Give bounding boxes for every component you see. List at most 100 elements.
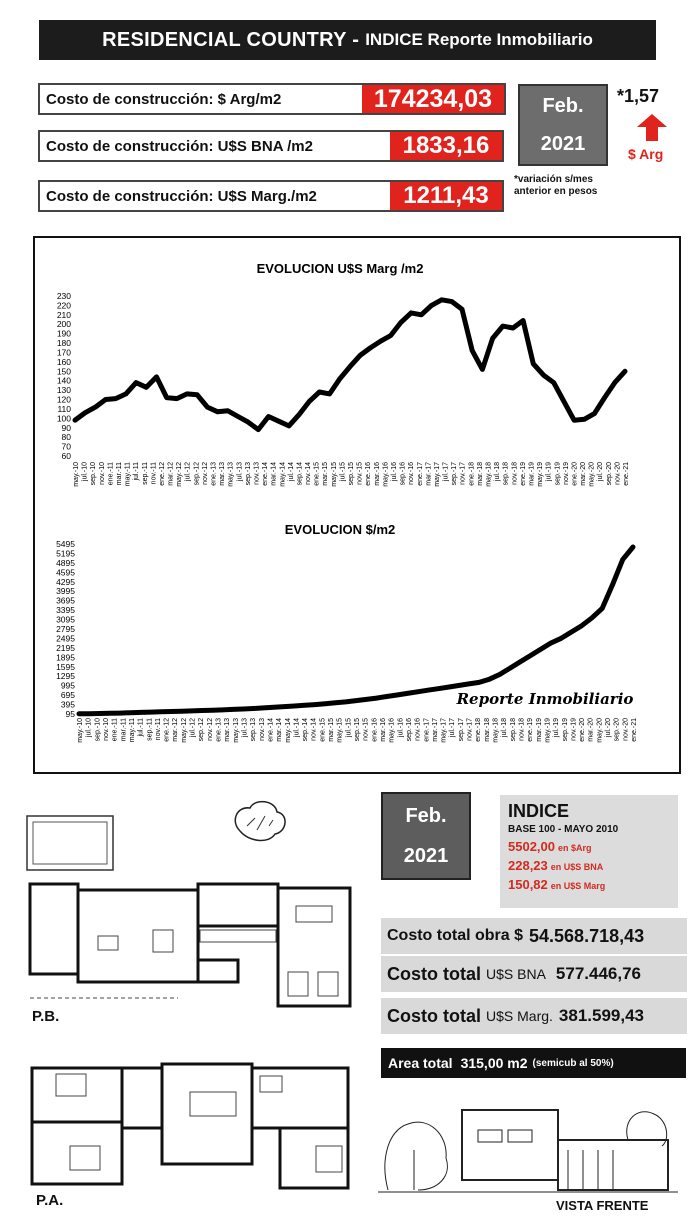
area-note: (semicub al 50%) xyxy=(532,1057,614,1069)
x-tick-label: sep.-19 xyxy=(562,718,569,741)
total-cost-marg: Costo total U$S Marg. 381.599,43 xyxy=(381,998,687,1034)
x-tick-label: ene.-12 xyxy=(159,462,166,486)
x-tick-label: nov.-13 xyxy=(259,718,266,741)
x-tick-label: ene.-16 xyxy=(371,718,378,742)
x-tick-label: may.-10 xyxy=(73,462,80,487)
x-tick-label: sep.-11 xyxy=(146,718,153,741)
x-tick-label: sep.-14 xyxy=(302,718,309,741)
x-tick-label: ene.-18 xyxy=(475,718,482,742)
x-tick-label: nov.-18 xyxy=(511,462,518,485)
page-subtitle: INDICE Reporte Inmobiliario xyxy=(365,30,593,49)
x-tick-label: nov.-17 xyxy=(460,462,467,485)
ground-floor-plan xyxy=(28,882,352,1008)
chart-title: EVOLUCION $/m2 xyxy=(285,522,396,537)
x-tick-label: may.-15 xyxy=(337,718,344,743)
y-tick-label: 120 xyxy=(57,395,71,405)
x-tick-label: mar.-15 xyxy=(322,462,329,486)
x-tick-label: ene.-14 xyxy=(267,718,274,742)
x-tick-label: nov.-18 xyxy=(518,718,525,741)
cost-label: Costo de construcción: U$S BNA /m2 xyxy=(46,137,313,155)
x-tick-label: sep.-15 xyxy=(354,718,361,741)
x-tick-label: may.-11 xyxy=(129,718,136,742)
x-tick-label: sep.-11 xyxy=(142,462,149,485)
x-tick-label: mar.-12 xyxy=(168,462,175,486)
x-tick-label: may.-18 xyxy=(486,462,493,487)
y-tick-label: 5495 xyxy=(56,539,75,549)
y-tick-label: 230 xyxy=(57,291,71,301)
x-tick-label: may.-20 xyxy=(589,462,596,487)
page-title-bar: RESIDENCIAL COUNTRY - INDICE Reporte Inm… xyxy=(39,20,656,60)
y-tick-label: 95 xyxy=(66,709,76,719)
variation-note-line: *variación s/mes xyxy=(514,174,593,185)
x-tick-label: ene.-11 xyxy=(107,462,114,485)
x-tick-label: mar.-20 xyxy=(580,462,587,486)
total-value: 577.446,76 xyxy=(555,964,642,983)
total-cost-bna: Costo total U$S BNA 577.446,76 xyxy=(381,956,687,992)
index-value: 5502,00 xyxy=(508,839,555,854)
y-tick-label: 2495 xyxy=(56,633,75,643)
x-tick-label: may.-17 xyxy=(434,462,441,487)
x-tick-label: jul.-11 xyxy=(133,462,140,482)
x-tick-label: jul.-17 xyxy=(449,718,456,738)
cost-row-arg: Costo de construcción: $ Arg/m2 174234,0… xyxy=(38,83,506,115)
x-tick-label: ene.-19 xyxy=(520,462,527,486)
x-tick-label: jul.-19 xyxy=(553,718,560,738)
x-tick-label: mar.-14 xyxy=(271,462,278,486)
upper-floor-plan xyxy=(30,1062,350,1190)
total-value: 54.568.718,43 xyxy=(529,925,645,946)
index-panel: INDICE BASE 100 - MAYO 2010 5502,00 en $A… xyxy=(500,795,678,908)
x-tick-label: may.-13 xyxy=(228,462,235,487)
x-tick-label: jul.-18 xyxy=(494,462,501,482)
x-tick-label: ene.-21 xyxy=(631,718,638,742)
x-tick-label: nov.-12 xyxy=(202,462,209,485)
x-tick-label: jul.-20 xyxy=(597,462,604,482)
y-tick-label: 3995 xyxy=(56,586,75,596)
x-tick-label: nov.-13 xyxy=(253,462,260,485)
x-tick-label: jul.-12 xyxy=(185,462,192,482)
x-tick-label: mar.-19 xyxy=(528,462,535,486)
x-tick-label: nov.-19 xyxy=(563,462,570,485)
y-tick-label: 1895 xyxy=(56,652,75,662)
area-label: Area total xyxy=(388,1055,453,1071)
total-label: Costo total xyxy=(387,963,481,984)
date-badge: Feb. 2021 xyxy=(518,84,608,166)
watermark: Reporte Inmobiliario xyxy=(456,690,634,708)
area-total: Area total 315,00 m2 (semicub al 50%) xyxy=(381,1048,686,1078)
y-tick-label: 70 xyxy=(62,442,72,452)
x-tick-label: may.-14 xyxy=(285,718,292,743)
x-tick-label: nov.-12 xyxy=(207,718,214,741)
x-tick-label: ene.-19 xyxy=(527,718,534,742)
x-tick-label: nov.-10 xyxy=(103,718,110,741)
x-tick-label: sep.-19 xyxy=(554,462,561,485)
x-tick-label: mar.-16 xyxy=(374,462,381,486)
x-tick-label: jul.-19 xyxy=(546,462,553,482)
ground-floor-label: P.B. xyxy=(32,1008,60,1025)
x-tick-label: may.-12 xyxy=(176,462,183,487)
x-tick-label: may.-16 xyxy=(389,718,396,743)
cost-value: 1211,43 xyxy=(390,182,502,210)
x-tick-label: sep.-20 xyxy=(606,462,613,485)
y-tick-label: 3095 xyxy=(56,615,75,625)
y-tick-label: 5195 xyxy=(56,548,75,558)
x-tick-label: nov.-19 xyxy=(570,718,577,741)
y-tick-label: 1295 xyxy=(56,671,75,681)
x-tick-label: jul.-13 xyxy=(236,462,243,482)
tree-drawing xyxy=(234,800,286,842)
index-value: 228,23 xyxy=(508,858,548,873)
x-tick-label: ene.-16 xyxy=(365,462,372,486)
x-tick-label: mar.-17 xyxy=(432,718,439,742)
x-tick-label: may.-18 xyxy=(493,718,500,743)
x-tick-label: ene.-20 xyxy=(571,462,578,486)
x-tick-label: jul.-10 xyxy=(86,718,93,738)
x-tick-label: nov.-14 xyxy=(305,462,312,485)
y-tick-label: 695 xyxy=(61,690,75,700)
x-tick-label: may.-11 xyxy=(125,462,132,486)
total-label: Costo total obra $ xyxy=(387,927,524,944)
x-tick-label: mar.-17 xyxy=(425,462,432,486)
x-tick-label: ene.-21 xyxy=(623,462,630,486)
x-tick-label: sep.-17 xyxy=(458,718,465,741)
x-tick-label: sep.-14 xyxy=(296,462,303,485)
x-tick-label: ene.-13 xyxy=(216,718,223,742)
x-tick-label: ene.-17 xyxy=(423,718,430,742)
x-tick-label: mar.-18 xyxy=(477,462,484,486)
